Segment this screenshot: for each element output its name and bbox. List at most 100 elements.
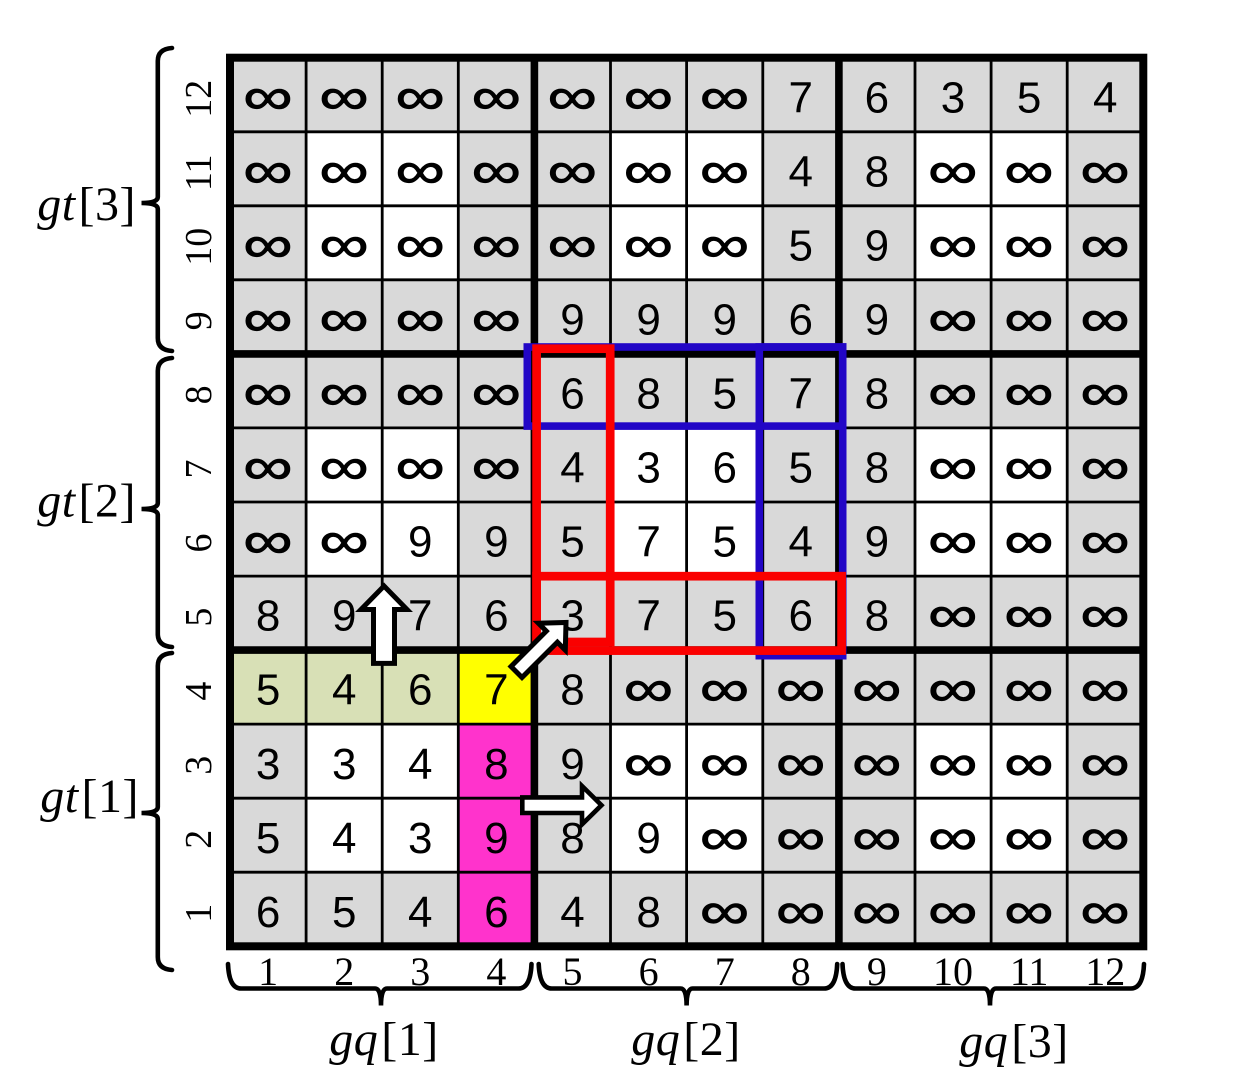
svg-text:9: 9 xyxy=(560,740,584,789)
svg-text:∞: ∞ xyxy=(624,67,674,125)
svg-text:∞: ∞ xyxy=(1004,586,1054,644)
svg-text:8: 8 xyxy=(636,370,660,419)
svg-text:∞: ∞ xyxy=(1080,882,1130,940)
svg-text:∞: ∞ xyxy=(776,808,826,866)
svg-text:∞: ∞ xyxy=(243,289,293,347)
svg-text:∞: ∞ xyxy=(852,882,902,940)
svg-text:∞: ∞ xyxy=(395,141,445,199)
svg-text:∞: ∞ xyxy=(319,141,369,199)
svg-text:9: 9 xyxy=(408,518,432,567)
svg-text:6: 6 xyxy=(712,444,736,493)
svg-text:4: 4 xyxy=(408,740,432,789)
svg-text:gq[1]: gq[1] xyxy=(329,1013,438,1066)
svg-text:∞: ∞ xyxy=(395,215,445,273)
svg-text:4: 4 xyxy=(560,444,584,493)
svg-text:8: 8 xyxy=(484,740,508,789)
svg-text:∞: ∞ xyxy=(776,882,826,940)
svg-text:∞: ∞ xyxy=(319,289,369,347)
svg-text:∞: ∞ xyxy=(928,586,978,644)
svg-text:2: 2 xyxy=(334,949,354,994)
svg-text:9: 9 xyxy=(636,814,660,863)
svg-text:3: 3 xyxy=(332,740,356,789)
svg-text:∞: ∞ xyxy=(1080,438,1130,496)
svg-text:6: 6 xyxy=(639,949,659,994)
svg-text:∞: ∞ xyxy=(243,67,293,125)
svg-text:∞: ∞ xyxy=(1004,141,1054,199)
svg-text:9: 9 xyxy=(560,296,584,345)
svg-text:∞: ∞ xyxy=(395,438,445,496)
svg-text:∞: ∞ xyxy=(243,215,293,273)
svg-text:∞: ∞ xyxy=(319,512,369,570)
svg-text:∞: ∞ xyxy=(472,363,522,421)
svg-text:∞: ∞ xyxy=(1080,215,1130,273)
svg-text:∞: ∞ xyxy=(1080,141,1130,199)
svg-text:∞: ∞ xyxy=(700,141,750,199)
svg-text:∞: ∞ xyxy=(395,363,445,421)
svg-text:8: 8 xyxy=(865,592,889,641)
svg-text:5: 5 xyxy=(256,814,280,863)
svg-text:∞: ∞ xyxy=(928,808,978,866)
svg-text:∞: ∞ xyxy=(472,141,522,199)
svg-text:∞: ∞ xyxy=(472,438,522,496)
svg-text:8: 8 xyxy=(636,888,660,937)
svg-text:7: 7 xyxy=(408,592,432,641)
svg-text:∞: ∞ xyxy=(624,660,674,718)
svg-text:12: 12 xyxy=(178,80,220,118)
svg-text:6: 6 xyxy=(408,666,432,715)
svg-text:9: 9 xyxy=(865,518,889,567)
svg-text:∞: ∞ xyxy=(928,512,978,570)
svg-text:7: 7 xyxy=(636,518,660,567)
svg-text:5: 5 xyxy=(560,518,584,567)
svg-text:∞: ∞ xyxy=(1004,363,1054,421)
svg-text:∞: ∞ xyxy=(928,882,978,940)
svg-text:gq[2]: gq[2] xyxy=(631,1013,740,1066)
svg-text:8: 8 xyxy=(560,666,584,715)
svg-text:8: 8 xyxy=(865,370,889,419)
svg-text:∞: ∞ xyxy=(319,438,369,496)
svg-text:5: 5 xyxy=(178,608,220,627)
svg-text:∞: ∞ xyxy=(319,363,369,421)
svg-text:∞: ∞ xyxy=(548,215,598,273)
svg-text:8: 8 xyxy=(865,444,889,493)
svg-text:∞: ∞ xyxy=(472,215,522,273)
svg-text:∞: ∞ xyxy=(624,215,674,273)
svg-text:5: 5 xyxy=(712,370,736,419)
svg-text:∞: ∞ xyxy=(928,363,978,421)
svg-text:9: 9 xyxy=(178,311,220,330)
svg-text:3: 3 xyxy=(408,814,432,863)
svg-text:∞: ∞ xyxy=(1004,734,1054,792)
svg-text:6: 6 xyxy=(560,370,584,419)
svg-text:4: 4 xyxy=(486,949,506,994)
svg-text:∞: ∞ xyxy=(1080,586,1130,644)
svg-text:∞: ∞ xyxy=(1004,438,1054,496)
svg-text:∞: ∞ xyxy=(319,67,369,125)
svg-text:1: 1 xyxy=(258,949,278,994)
svg-text:∞: ∞ xyxy=(1080,808,1130,866)
svg-text:∞: ∞ xyxy=(1080,289,1130,347)
svg-text:∞: ∞ xyxy=(700,882,750,940)
svg-text:9: 9 xyxy=(636,296,660,345)
svg-text:3: 3 xyxy=(410,949,430,994)
svg-text:8: 8 xyxy=(178,385,220,404)
svg-text:3: 3 xyxy=(941,73,965,122)
svg-text:∞: ∞ xyxy=(1004,660,1054,718)
svg-text:5: 5 xyxy=(332,888,356,937)
svg-text:5: 5 xyxy=(789,221,813,270)
svg-text:∞: ∞ xyxy=(548,67,598,125)
svg-text:∞: ∞ xyxy=(700,660,750,718)
svg-text:∞: ∞ xyxy=(1004,882,1054,940)
svg-text:5: 5 xyxy=(563,949,583,994)
svg-text:8: 8 xyxy=(865,147,889,196)
svg-text:gq[3]: gq[3] xyxy=(959,1015,1068,1068)
svg-text:6: 6 xyxy=(789,296,813,345)
svg-text:7: 7 xyxy=(178,460,220,479)
svg-text:9: 9 xyxy=(867,949,887,994)
svg-text:7: 7 xyxy=(636,592,660,641)
svg-text:∞: ∞ xyxy=(852,808,902,866)
svg-text:9: 9 xyxy=(712,296,736,345)
svg-text:7: 7 xyxy=(789,73,813,122)
svg-text:∞: ∞ xyxy=(700,67,750,125)
svg-text:∞: ∞ xyxy=(776,734,826,792)
svg-text:5: 5 xyxy=(712,592,736,641)
svg-text:5: 5 xyxy=(789,444,813,493)
